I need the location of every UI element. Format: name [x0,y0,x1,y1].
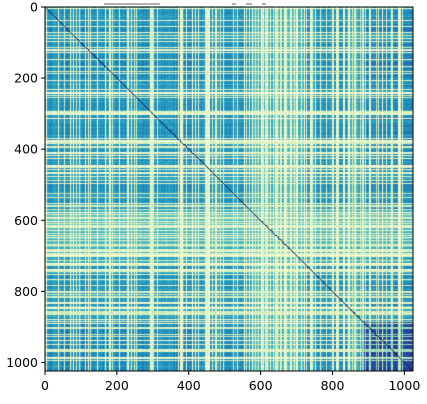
figure-title-partial [90,0,300,5]
y-tick-label: 600 [14,213,38,228]
x-tick-label: 200 [105,378,129,393]
x-tick-label: 600 [249,378,273,393]
x-axis: 0 200 400 600 800 1000 [41,371,420,393]
y-axis: 0 200 400 600 800 1000 [6,0,45,370]
y-tick-label: 0 [30,0,38,15]
x-tick-label: 800 [321,378,345,393]
x-tick-label: 400 [177,378,201,393]
x-tick-label: 0 [41,378,49,393]
y-tick-label: 800 [14,284,38,299]
x-tick-label: 1000 [388,378,420,393]
plot-frame [44,6,414,372]
y-tick-label: 200 [14,71,38,86]
y-tick-label: 1000 [6,355,38,370]
y-tick-label: 400 [14,142,38,157]
heatmap-image [45,7,413,371]
